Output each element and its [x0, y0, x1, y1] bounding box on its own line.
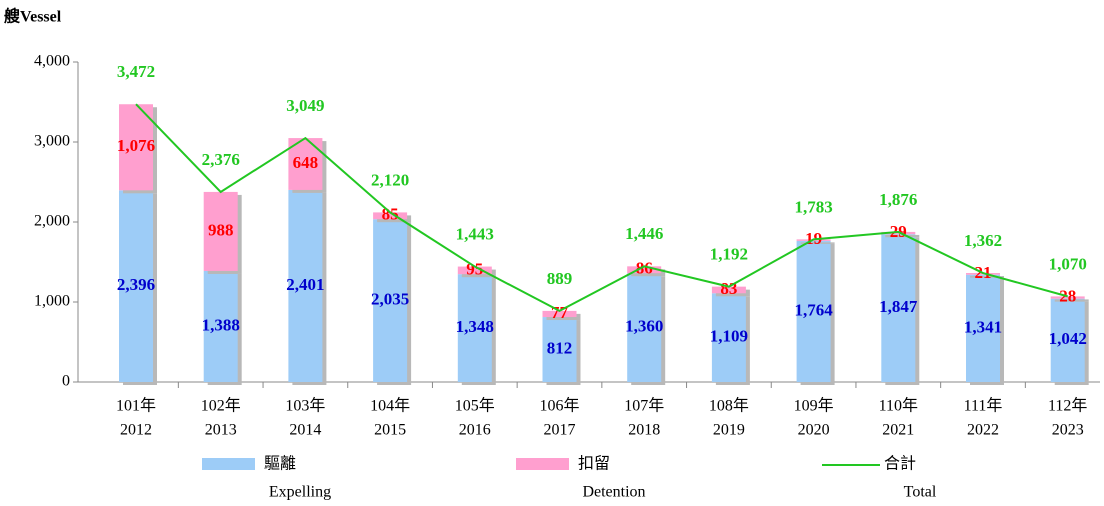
bar-value-label: 1,360 — [625, 317, 663, 336]
x-tick-label: 2022 — [967, 422, 999, 439]
bar — [119, 190, 153, 382]
bar — [542, 310, 577, 318]
bar — [881, 234, 916, 382]
bar-value-label: 648 — [293, 153, 319, 172]
line-value-label: 1,446 — [625, 224, 663, 243]
bar-value-label: 1,348 — [456, 317, 494, 336]
bar-value-label: 988 — [208, 220, 234, 239]
legend-label: 扣留 — [578, 455, 610, 473]
bar-shadow — [885, 234, 920, 238]
bar — [542, 317, 577, 382]
x-tick-label: 103年 — [285, 397, 325, 415]
y-axis-label: 艘Vessel — [4, 7, 62, 26]
bar — [711, 293, 746, 382]
bar — [457, 274, 492, 382]
bar-value-label: 86 — [636, 259, 653, 278]
bar-value-label: 1,764 — [794, 300, 833, 319]
legend-label: 合計 — [884, 455, 916, 473]
line-value-label: 1,876 — [879, 190, 917, 209]
x-tick-label: 2013 — [205, 422, 237, 439]
bar — [1050, 296, 1085, 299]
bar — [1050, 298, 1085, 382]
bar — [373, 219, 408, 382]
line-value-label: 1,443 — [456, 224, 494, 243]
x-tick-label: 107年 — [624, 397, 664, 415]
x-tick-label: 108年 — [709, 397, 749, 415]
x-tick-label: 2015 — [374, 422, 406, 439]
bar — [119, 104, 153, 191]
line-value-label: 1,070 — [1049, 254, 1087, 273]
bar — [373, 212, 408, 220]
line-value-label: 1,192 — [710, 245, 748, 264]
x-tick-label: 104年 — [370, 397, 410, 415]
line-value-label: 2,120 — [371, 170, 409, 189]
legend-label-en: Expelling — [269, 484, 331, 501]
bar — [966, 274, 1000, 382]
y-tick-label: 0 — [62, 373, 70, 390]
x-tick-label: 112年 — [1048, 397, 1087, 415]
bar — [457, 266, 492, 275]
bar-value-label: 2,035 — [371, 290, 409, 309]
bar-value-label: 77 — [551, 303, 569, 322]
line-value-label: 3,049 — [286, 96, 324, 115]
bar — [796, 240, 831, 382]
y-tick-label: 4,000 — [34, 53, 70, 70]
legend-label-en: Detention — [582, 484, 645, 501]
x-tick-label: 2019 — [713, 422, 745, 439]
bar-value-label: 1,341 — [964, 317, 1002, 336]
bar-value-label: 1,042 — [1049, 329, 1087, 348]
legend-label-en: Total — [904, 484, 937, 501]
y-tick-label: 1,000 — [34, 293, 70, 310]
legend-swatch — [202, 458, 255, 470]
bar-shadow — [970, 276, 1004, 278]
x-tick-label: 106年 — [539, 397, 579, 415]
line — [135, 103, 1068, 313]
bar — [203, 270, 238, 382]
x-tick-label: 101年 — [116, 397, 156, 415]
x-tick-label: 2014 — [289, 422, 321, 439]
line-value-label: 1,362 — [964, 231, 1002, 250]
line-value-label: 889 — [547, 269, 573, 288]
bar-shadow — [1054, 299, 1089, 302]
x-tick-label: 105年 — [455, 397, 495, 415]
bar-value-label: 1,076 — [117, 136, 155, 155]
bar-value-label: 1,388 — [202, 315, 240, 334]
bar-value-label: 1,109 — [710, 327, 748, 346]
x-tick-label: 2020 — [798, 422, 830, 439]
y-tick-label: 3,000 — [34, 133, 70, 150]
bar — [288, 189, 323, 382]
x-tick-label: 2012 — [120, 422, 152, 439]
line-value-label: 2,376 — [202, 150, 240, 169]
bar-value-label: 2,401 — [286, 275, 324, 294]
bar — [627, 273, 662, 382]
bar — [881, 231, 916, 235]
x-tick-label: 111年 — [964, 397, 1003, 415]
x-tick-label: 102年 — [201, 397, 241, 415]
legend-label: 驅離 — [264, 455, 296, 473]
bar — [203, 191, 238, 271]
line-value-label: 1,783 — [794, 197, 832, 216]
bar-shadow — [800, 242, 835, 244]
x-tick-label: 2021 — [882, 422, 914, 439]
x-tick-label: 110年 — [879, 397, 918, 415]
bar — [711, 286, 746, 294]
x-tick-label: 2017 — [544, 422, 576, 439]
x-tick-label: 2023 — [1052, 422, 1084, 439]
x-tick-label: 109年 — [794, 397, 834, 415]
bar — [627, 266, 662, 274]
bar-value-label: 2,396 — [117, 275, 155, 294]
bar-value-label: 1,847 — [879, 297, 918, 316]
x-tick-label: 2018 — [628, 422, 660, 439]
bar-value-label: 83 — [720, 279, 737, 298]
x-tick-label: 2016 — [459, 422, 491, 439]
bar-value-label: 812 — [547, 338, 573, 357]
y-tick-label: 2,000 — [34, 213, 70, 230]
line-value-label: 3,472 — [117, 62, 155, 81]
legend-swatch — [516, 458, 569, 470]
